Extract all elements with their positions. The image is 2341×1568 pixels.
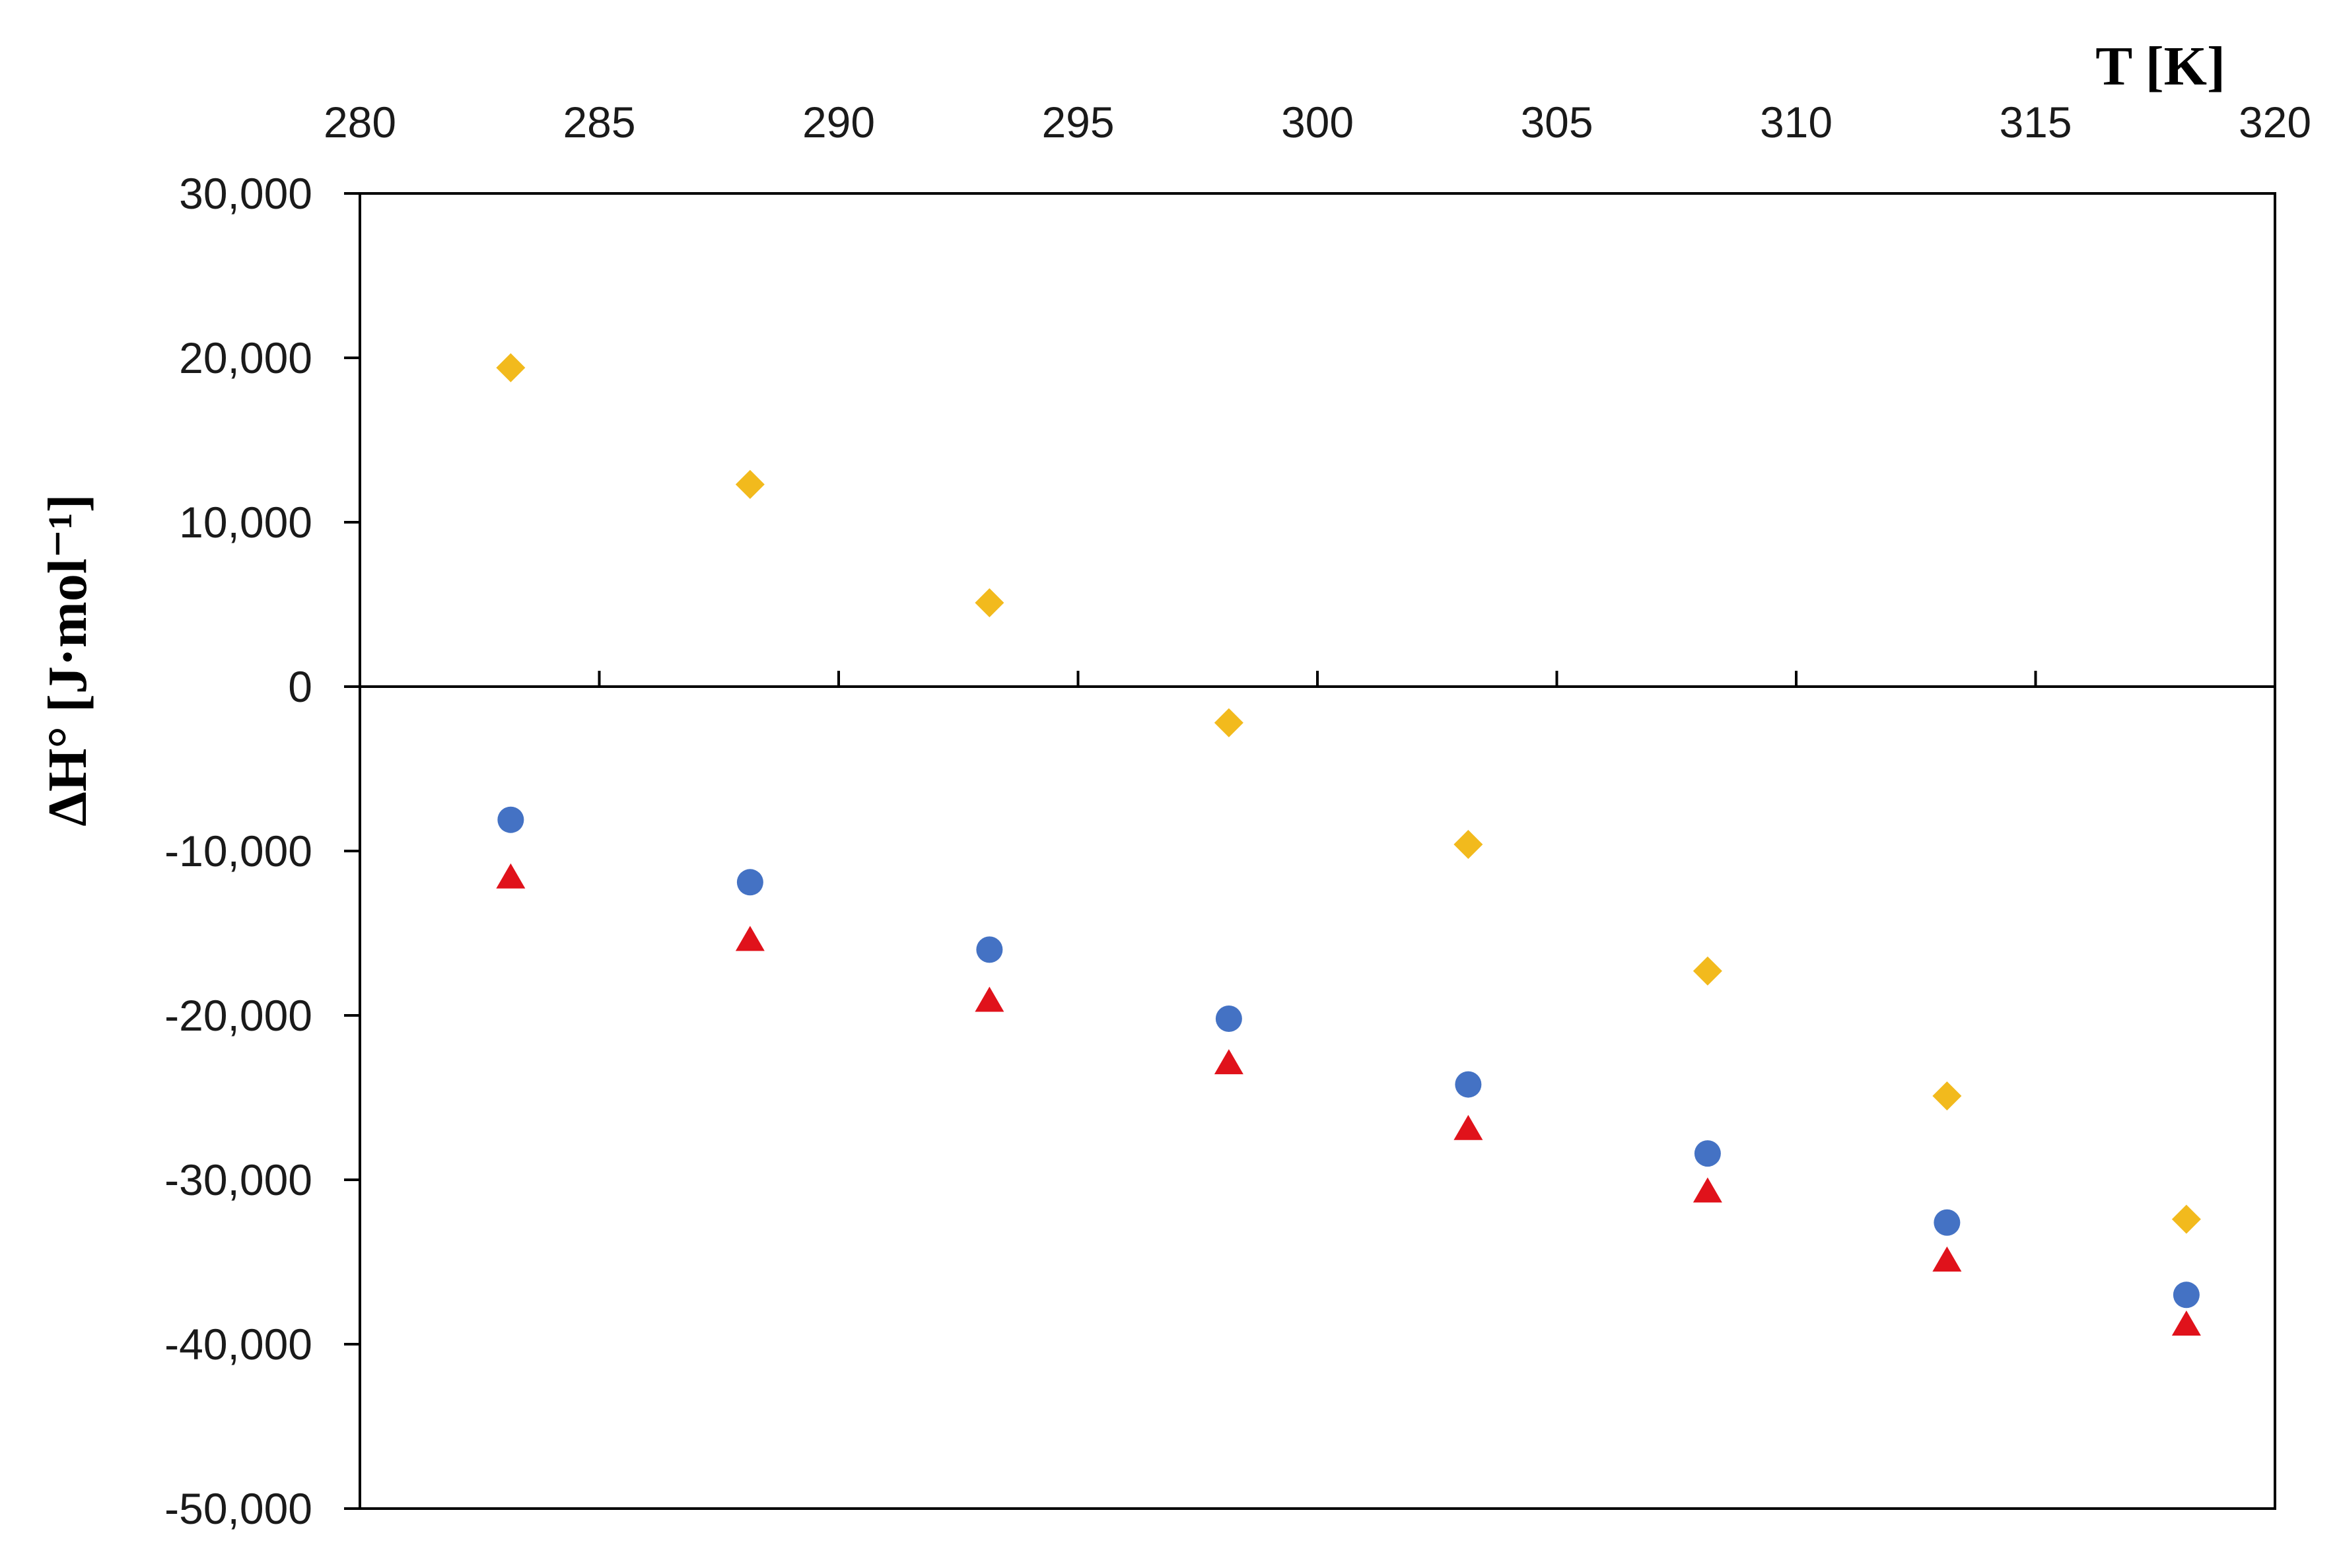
data-point-circle: [2173, 1281, 2200, 1309]
y-tick-label: -30,000: [164, 1155, 312, 1204]
y-tick-label: 20,000: [179, 333, 312, 382]
y-tick-label: 30,000: [179, 169, 312, 218]
data-point-circle: [976, 936, 1003, 963]
series-diamond: [496, 353, 2201, 1234]
y-tick-label: -40,000: [164, 1320, 312, 1369]
plot-area: [359, 192, 2276, 1510]
x-tick-label: 320: [2239, 98, 2311, 147]
data-point-diamond: [735, 469, 765, 499]
data-point-triangle: [1453, 1114, 1483, 1140]
x-axis-title: T [K]: [2095, 36, 2225, 97]
data-point-triangle: [1932, 1246, 1962, 1272]
data-point-triangle: [1693, 1177, 1722, 1203]
x-tick-label: 315: [1999, 98, 2072, 147]
data-point-circle: [1934, 1209, 1961, 1236]
data-point-circle: [1215, 1005, 1242, 1032]
data-point-triangle: [2171, 1311, 2201, 1336]
x-tick-label: 290: [802, 98, 875, 147]
data-point-diamond: [1693, 956, 1722, 986]
y-tick-label: -50,000: [164, 1484, 312, 1533]
data-point-circle: [1455, 1071, 1482, 1098]
y-tick-label: 10,000: [179, 498, 312, 547]
data-point-triangle: [496, 863, 526, 889]
series-triangle: [496, 863, 2201, 1336]
data-point-diamond: [2171, 1204, 2201, 1234]
data-point-diamond: [975, 588, 1004, 618]
x-tick-label: 280: [324, 98, 396, 147]
x-tick-label: 300: [1281, 98, 1354, 147]
y-tick-label: 0: [288, 662, 312, 711]
x-tick-label: 310: [1760, 98, 1833, 147]
data-point-circle: [497, 806, 524, 833]
y-tick-label: -20,000: [164, 991, 312, 1040]
data-point-diamond: [1932, 1081, 1962, 1111]
y-axis-title: ΔH° [J·mol⁻¹]: [37, 494, 98, 826]
data-point-diamond: [1453, 830, 1483, 860]
data-points: [496, 353, 2201, 1336]
x-tick-label: 295: [1041, 98, 1114, 147]
y-tick-label: -10,000: [164, 827, 312, 875]
data-point-triangle: [975, 986, 1004, 1012]
x-tick-label: 285: [563, 98, 635, 147]
data-point-diamond: [496, 353, 526, 382]
y-ticks: 30,000 20,000 10,000 0 -10,000 -20,000 -30,000…: [164, 169, 360, 1533]
x-ticks: 280 285 290 295 300 305 310 315 320: [324, 98, 2311, 687]
data-point-circle: [1694, 1140, 1721, 1167]
data-point-triangle: [735, 926, 765, 951]
data-point-circle: [736, 869, 763, 896]
series-circle: [497, 806, 2200, 1309]
data-point-diamond: [1214, 708, 1243, 737]
data-point-triangle: [1214, 1049, 1243, 1075]
x-tick-label: 305: [1520, 98, 1593, 147]
